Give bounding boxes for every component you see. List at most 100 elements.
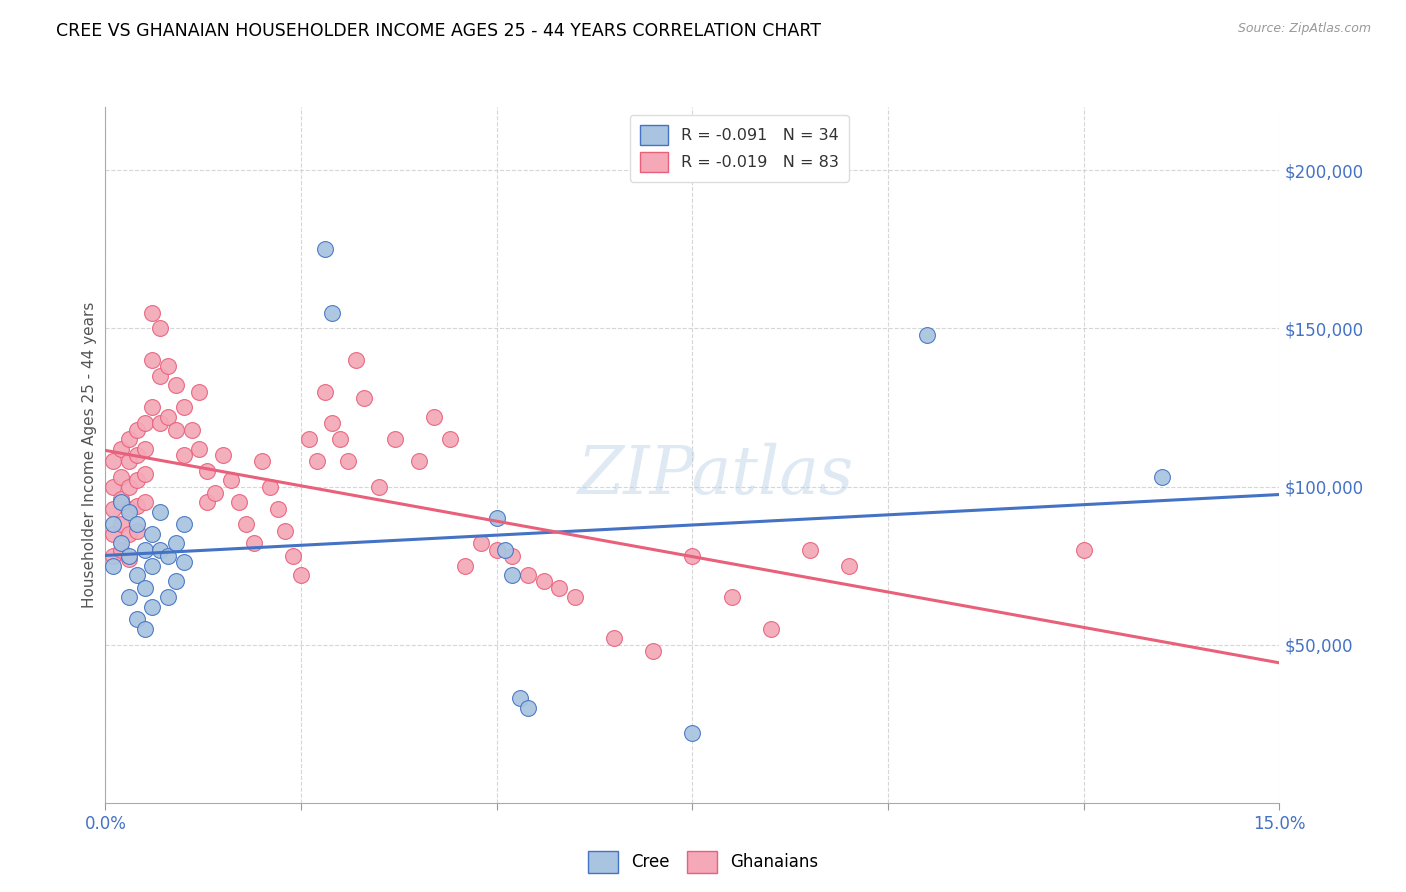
Point	[141, 558, 163, 573]
Point	[165, 536, 187, 550]
Point	[110, 542, 132, 557]
Point	[211, 448, 233, 462]
Point	[228, 495, 250, 509]
Point	[915, 327, 938, 342]
Point	[219, 473, 242, 487]
Point	[149, 368, 172, 383]
Y-axis label: Householder Income Ages 25 - 44 years: Householder Income Ages 25 - 44 years	[82, 301, 97, 608]
Point	[259, 479, 281, 493]
Point	[110, 495, 132, 509]
Point	[799, 542, 821, 557]
Point	[141, 401, 163, 415]
Point	[1073, 542, 1095, 557]
Point	[118, 501, 141, 516]
Point	[439, 432, 461, 446]
Point	[118, 527, 141, 541]
Point	[134, 542, 156, 557]
Point	[321, 305, 343, 319]
Point	[118, 454, 141, 468]
Point	[165, 574, 187, 589]
Point	[517, 701, 540, 715]
Point	[266, 501, 288, 516]
Point	[125, 499, 148, 513]
Point	[681, 726, 703, 740]
Point	[149, 542, 172, 557]
Point	[564, 591, 586, 605]
Point	[681, 549, 703, 563]
Point	[195, 495, 218, 509]
Point	[125, 423, 148, 437]
Point	[337, 454, 360, 468]
Point	[125, 473, 148, 487]
Point	[141, 353, 163, 368]
Point	[188, 442, 211, 456]
Point	[173, 517, 195, 532]
Point	[110, 442, 132, 456]
Legend: R = -0.091   N = 34, R = -0.019   N = 83: R = -0.091 N = 34, R = -0.019 N = 83	[630, 115, 849, 182]
Point	[344, 353, 367, 368]
Point	[204, 486, 226, 500]
Point	[494, 542, 516, 557]
Point	[314, 243, 336, 257]
Point	[501, 568, 523, 582]
Point	[1150, 470, 1173, 484]
Point	[118, 505, 141, 519]
Point	[321, 417, 343, 431]
Point	[720, 591, 742, 605]
Point	[603, 632, 626, 646]
Point	[118, 432, 141, 446]
Point	[173, 401, 195, 415]
Point	[103, 549, 125, 563]
Point	[141, 305, 163, 319]
Text: CREE VS GHANAIAN HOUSEHOLDER INCOME AGES 25 - 44 YEARS CORRELATION CHART: CREE VS GHANAIAN HOUSEHOLDER INCOME AGES…	[56, 22, 821, 40]
Point	[125, 612, 148, 626]
Point	[274, 524, 297, 538]
Point	[454, 558, 477, 573]
Point	[125, 568, 148, 582]
Point	[118, 591, 141, 605]
Point	[110, 492, 132, 507]
Point	[384, 432, 406, 446]
Point	[103, 527, 125, 541]
Point	[408, 454, 430, 468]
Point	[423, 409, 446, 424]
Point	[517, 568, 540, 582]
Point	[290, 568, 312, 582]
Point	[243, 536, 266, 550]
Point	[103, 517, 125, 532]
Point	[314, 384, 336, 399]
Point	[149, 505, 172, 519]
Point	[134, 622, 156, 636]
Point	[165, 378, 187, 392]
Point	[195, 464, 218, 478]
Point	[157, 591, 180, 605]
Point	[149, 417, 172, 431]
Point	[103, 479, 125, 493]
Point	[103, 558, 125, 573]
Point	[134, 581, 156, 595]
Point	[103, 501, 125, 516]
Point	[157, 409, 180, 424]
Point	[470, 536, 492, 550]
Point	[305, 454, 328, 468]
Point	[173, 556, 195, 570]
Point	[173, 448, 195, 462]
Point	[134, 417, 156, 431]
Point	[118, 479, 141, 493]
Point	[368, 479, 391, 493]
Point	[134, 442, 156, 456]
Point	[149, 321, 172, 335]
Point	[103, 454, 125, 468]
Point	[533, 574, 555, 589]
Point	[134, 467, 156, 481]
Point	[501, 549, 523, 563]
Point	[485, 542, 508, 557]
Point	[110, 470, 132, 484]
Point	[759, 622, 782, 636]
Point	[188, 384, 211, 399]
Point	[118, 549, 141, 563]
Point	[157, 359, 180, 374]
Point	[110, 517, 132, 532]
Point	[180, 423, 202, 437]
Point	[250, 454, 273, 468]
